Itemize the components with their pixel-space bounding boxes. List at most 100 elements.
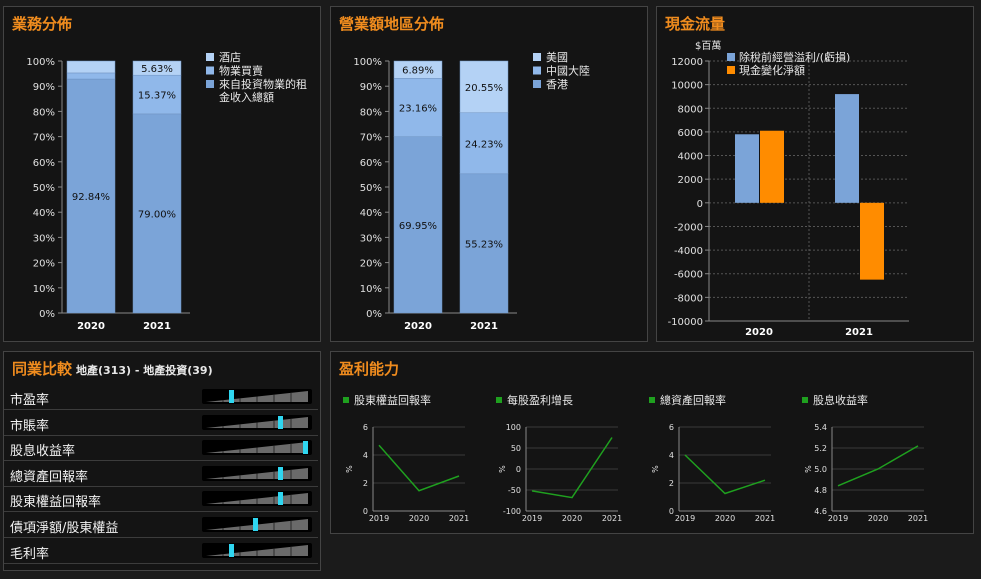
cashflow-title: 現金流量 xyxy=(665,15,726,33)
roe-series-line[interactable] xyxy=(378,444,460,492)
peer-row[interactable]: 總資產回報率 xyxy=(4,462,318,487)
region-bar-segment[interactable] xyxy=(393,78,443,137)
peer-rank-slider xyxy=(202,491,312,507)
cashflow-panel: 現金流量 $百萬 12000 10000 8000 6000 4000 2000 0 -2000… xyxy=(656,6,974,342)
roa-series-line[interactable] xyxy=(684,454,766,495)
peer-label: 債項淨額/股東權益 xyxy=(10,521,119,536)
cashflow-ytick-label: 4000 xyxy=(678,152,703,163)
cashflow-ytick-label: 6000 xyxy=(678,128,703,139)
cashflow-bar[interactable] xyxy=(735,134,759,203)
profit-panel: 盈利能力 股東權益回報率 0 2 4 6% 2019 2020 2021 每股盈利增長 -100 -… xyxy=(330,351,974,534)
region-ytick-label: 50% xyxy=(360,183,382,194)
roe-ytick-label: 6 xyxy=(363,423,368,432)
region-bar-segment[interactable] xyxy=(459,173,509,314)
business-data-label: 79.00% xyxy=(138,209,176,220)
region-panel: 營業額地區分佈 0% 10% 20% 30% 40% 50% 60% 70% 80% 90% 100… xyxy=(330,6,648,342)
eps_growth-xtick-label: 2019 xyxy=(522,514,542,523)
business-legend-swatch xyxy=(206,53,214,61)
business-ytick-label: 20% xyxy=(33,259,55,270)
peer-row[interactable]: 市盈率 xyxy=(4,385,318,410)
cashflow-ytick-label: -8000 xyxy=(674,293,703,304)
business-panel: 業務分佈 0% 10% 20% 30% 40% 50% 60% 70% 80% 90% 100% 92… xyxy=(3,6,321,342)
region-legend-label: 香港 xyxy=(546,78,568,91)
div_yield-series-line[interactable] xyxy=(837,445,919,487)
business-bar-segment[interactable] xyxy=(132,74,182,115)
cashflow-bar[interactable] xyxy=(835,94,859,203)
peer-label: 毛利率 xyxy=(10,546,50,562)
business-ytick-label: 10% xyxy=(33,284,55,295)
region-chart: 0% 10% 20% 30% 40% 50% 60% 70% 80% 90% 100% 69.95% 2… xyxy=(353,51,590,332)
roa-ytick-label: 0 xyxy=(669,507,674,516)
peer-row[interactable]: 股東權益回報率 xyxy=(4,487,318,513)
business-legend-label: 來自投資物業的租金收入總額 xyxy=(219,77,307,104)
eps_growth-ytick-label: 50 xyxy=(511,444,521,453)
roe-ytick-label: 0 xyxy=(363,507,368,516)
peers-title-text: 同業比較 xyxy=(12,360,73,378)
roe-ylabel: % xyxy=(345,465,354,473)
cashflow-ytick-label: 12000 xyxy=(671,57,703,68)
peer-row[interactable]: 股息收益率 xyxy=(4,436,318,462)
cashflow-legend-label: 除稅前經營溢利/(虧損) xyxy=(739,50,850,64)
region-bar-segment[interactable] xyxy=(459,60,509,114)
eps_growth-xtick-label: 2020 xyxy=(562,514,582,523)
business-ytick-label: 70% xyxy=(33,133,55,144)
region-title: 營業額地區分佈 xyxy=(339,15,445,33)
cashflow-legend-swatch xyxy=(727,53,735,61)
div_yield-ytick-label: 5.0 xyxy=(814,465,827,474)
cashflow-bar[interactable] xyxy=(860,202,884,280)
business-bar-segment[interactable] xyxy=(66,72,116,80)
roe-xtick-label: 2019 xyxy=(369,514,389,523)
cashflow-ytick-label: -2000 xyxy=(674,222,703,233)
peer-row[interactable]: 毛利率 xyxy=(4,539,318,564)
business-bar-segment[interactable] xyxy=(132,60,182,76)
business-bar-segment[interactable] xyxy=(66,60,116,74)
div_yield-legend-swatch xyxy=(802,397,808,403)
peer-rank-marker xyxy=(303,441,308,455)
peer-label: 市賬率 xyxy=(10,418,50,434)
peer-row[interactable]: 債項淨額/股東權益 xyxy=(4,513,318,538)
business-xtick-label: 2020 xyxy=(77,321,105,332)
business-title: 業務分佈 xyxy=(12,15,73,33)
cashflow-unit-label: $百萬 xyxy=(695,39,721,52)
cashflow-legend-swatch xyxy=(727,66,735,74)
region-legend-label: 美國 xyxy=(546,51,568,64)
region-bar-segment[interactable] xyxy=(459,112,509,175)
cashflow-xtick-label: 2021 xyxy=(845,327,873,338)
business-bar-segment[interactable] xyxy=(66,78,116,314)
region-bar-segment[interactable] xyxy=(393,136,443,314)
peers-panel: 同業比較 地產(313) - 地產投資(39) 市盈率市賬率股息收益率總資產回報率… xyxy=(3,351,321,571)
roa-xtick-label: 2019 xyxy=(675,514,695,523)
cashflow-ytick-label: 8000 xyxy=(678,104,703,115)
peer-rank-marker xyxy=(253,518,258,531)
div_yield-xtick-label: 2021 xyxy=(908,514,928,523)
region-ytick-label: 70% xyxy=(360,133,382,144)
business-legend-label: 酒店 xyxy=(219,50,241,64)
roa-ytick-label: 4 xyxy=(669,451,674,460)
div_yield-title: 股息收益率 xyxy=(813,393,868,407)
div_yield-ylabel: % xyxy=(804,465,813,473)
eps_growth-title: 每股盈利增長 xyxy=(507,393,573,407)
peer-label: 股息收益率 xyxy=(10,444,76,460)
cashflow-bar[interactable] xyxy=(760,130,784,203)
roe-ytick-label: 4 xyxy=(363,451,368,460)
business-legend-swatch xyxy=(206,80,214,88)
div_yield-xtick-label: 2019 xyxy=(828,514,848,523)
peer-rank-slider xyxy=(202,465,312,481)
region-data-label: 55.23% xyxy=(465,239,503,250)
business-ytick-label: 0% xyxy=(39,309,55,320)
cashflow-ytick-label: 2000 xyxy=(678,175,703,186)
business-chart: 0% 10% 20% 30% 40% 50% 60% 70% 80% 90% 100% 92.84% 2… xyxy=(26,50,307,332)
peers-title: 同業比較 地產(313) - 地產投資(39) xyxy=(12,358,213,379)
peer-row[interactable]: 市賬率 xyxy=(4,411,318,436)
roa-title: 總資產回報率 xyxy=(660,393,726,407)
business-ytick-label: 60% xyxy=(33,158,55,169)
region-data-label: 20.55% xyxy=(465,83,503,94)
roe-title: 股東權益回報率 xyxy=(354,393,431,407)
eps_growth-series-line[interactable] xyxy=(531,437,613,499)
cashflow-ytick-label: -10000 xyxy=(668,317,703,328)
peers-subtitle[interactable]: 地產(313) - 地產投資(39) xyxy=(76,364,213,377)
business-ytick-label: 30% xyxy=(33,233,55,244)
region-bar-segment[interactable] xyxy=(393,60,443,79)
roa-xtick-label: 2020 xyxy=(715,514,735,523)
peer-label: 市盈率 xyxy=(10,393,50,408)
